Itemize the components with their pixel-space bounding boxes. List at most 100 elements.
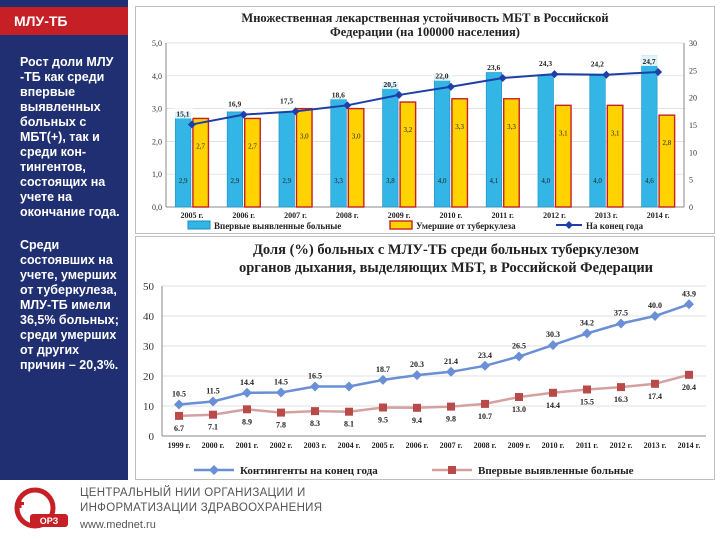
chart1-bar-deaths-label: 3,3 bbox=[455, 123, 464, 131]
chart1-x-tick: 2010 г. bbox=[440, 211, 463, 220]
chart2-y-tick: 20 bbox=[143, 371, 155, 383]
chart1-bar-new-cases-label: 3,8 bbox=[386, 177, 395, 185]
chart1-right-tick: 15 bbox=[689, 121, 697, 130]
chart-mdr-share-svg: Доля (%) больных с МЛУ-ТБ среди больных … bbox=[143, 242, 706, 477]
chart2-point-label: 20.4 bbox=[682, 383, 696, 392]
chart1-legend-deaths: Умершие от туберкулеза bbox=[416, 221, 516, 231]
chart2-legend-new-cases: Впервые выявленные больные bbox=[478, 465, 634, 477]
chart2-point-label: 9.5 bbox=[378, 416, 388, 425]
chart2-point-label: 17.4 bbox=[648, 392, 662, 401]
chart1-legend-swatch-deaths bbox=[389, 220, 413, 230]
chart2-point-label: 37.5 bbox=[614, 309, 628, 318]
chart1-bar-deaths-label: 2,7 bbox=[248, 142, 257, 150]
chart1-bar-new-cases bbox=[175, 111, 192, 208]
logo-badge bbox=[30, 514, 68, 527]
chart2-point-contingents bbox=[412, 370, 422, 381]
chart2-point-contingents bbox=[684, 299, 694, 310]
chart1-bar-new-cases bbox=[330, 98, 347, 208]
chart1-line-year-end bbox=[191, 70, 659, 126]
chart2-x-tick: 2001 г. bbox=[236, 441, 259, 450]
logo-text: ОРЗ bbox=[40, 516, 59, 526]
chart1-bar-deaths bbox=[295, 107, 313, 208]
chart1-legend-marker-year-end bbox=[565, 221, 573, 229]
chart1-right-tick: 0 bbox=[689, 203, 693, 212]
chart2-point-label: 16.3 bbox=[614, 395, 628, 404]
chart1-x-tick: 2012 г. bbox=[543, 211, 566, 220]
chart2-point-new-cases bbox=[685, 370, 693, 379]
chart2-point-label: 43.9 bbox=[682, 289, 696, 298]
chart1-bar-new-cases-label: 2,9 bbox=[231, 177, 240, 185]
chart2-point-label: 6.7 bbox=[174, 424, 184, 433]
chart1-bar-new-cases bbox=[589, 75, 606, 208]
chart1-line-label-bg bbox=[380, 78, 401, 89]
chart2-x-tick: 2004 г. bbox=[338, 441, 361, 450]
org-name-line-2: ИНФОРМАТИЗАЦИИ ЗДРАВООХРАНЕНИЯ bbox=[80, 502, 323, 514]
chart1-bar-new-cases-label: 3,3 bbox=[334, 177, 343, 185]
chart2-point-label: 40.0 bbox=[648, 301, 662, 310]
chart1-line-label: 18,6 bbox=[332, 90, 345, 99]
chart1-bar-deaths bbox=[347, 107, 365, 208]
chart2-point-label: 7.8 bbox=[276, 421, 286, 430]
chart-mdr-rate: Множественная лекарственная устойчивость… bbox=[135, 6, 715, 234]
chart2-point-label: 26.5 bbox=[512, 342, 526, 351]
chart-mdr-rate-svg: Множественная лекарственная устойчивость… bbox=[152, 11, 697, 231]
logo-cross-v bbox=[18, 499, 22, 508]
chart2-point-new-cases bbox=[379, 403, 387, 412]
chart2-y-tick: 10 bbox=[143, 401, 155, 413]
org-website-link[interactable]: www.mednet.ru bbox=[80, 519, 156, 531]
chart2-point-new-cases bbox=[277, 408, 285, 417]
chart1-bar-deaths bbox=[554, 104, 572, 208]
chart2-line-contingents bbox=[178, 303, 690, 406]
chart2-point-label: 21.4 bbox=[444, 357, 458, 366]
chart2-point-label: 11.5 bbox=[206, 387, 220, 396]
sidebar-text-deaths: Среди состоявших на учете, умерших от ту… bbox=[20, 238, 119, 372]
chart2-x-tick: 2006 г. bbox=[406, 441, 429, 450]
chart1-bar-deaths bbox=[451, 98, 469, 208]
chart1-bar-deaths-label: 2,7 bbox=[196, 142, 205, 150]
chart1-legend-swatch-new-cases bbox=[187, 220, 211, 230]
chart1-bar-new-cases bbox=[226, 111, 244, 208]
chart2-point-label: 20.3 bbox=[410, 360, 424, 369]
chart-mdr-share: Доля (%) больных с МЛУ-ТБ среди больных … bbox=[135, 236, 715, 480]
chart2-point-contingents bbox=[446, 366, 456, 377]
chart1-line-point bbox=[654, 67, 663, 76]
chart2-point-label: 14.4 bbox=[240, 378, 254, 387]
chart1-bar-new-cases-label: 4,0 bbox=[541, 177, 550, 185]
chart1-bar-deaths bbox=[399, 101, 417, 208]
org-logo: ОРЗ bbox=[14, 487, 68, 529]
chart2-y-tick: 0 bbox=[149, 431, 155, 443]
chart2-point-contingents bbox=[344, 381, 354, 392]
chart1-bar-new-cases-label: 4,6 bbox=[645, 177, 654, 185]
chart1-x-tick: 2006 г. bbox=[232, 211, 255, 220]
chart2-title-line-2: органов дыхания, выделяющих МБТ, в Росси… bbox=[239, 260, 653, 276]
chart1-x-tick: 2009 г. bbox=[388, 211, 411, 220]
chart2-y-tick: 30 bbox=[143, 341, 155, 353]
chart1-line-label-bg bbox=[224, 98, 245, 109]
chart1-line-label: 15,1 bbox=[176, 109, 189, 118]
chart1-bar-new-cases-label: 4,0 bbox=[593, 177, 602, 185]
chart2-point-contingents bbox=[548, 340, 558, 351]
chart1-line-label: 24,2 bbox=[591, 60, 604, 69]
chart1-line-label: 23,6 bbox=[487, 63, 500, 72]
chart2-point-new-cases bbox=[311, 407, 319, 416]
chart1-bar-deaths bbox=[192, 117, 210, 208]
chart2-point-label: 23.4 bbox=[478, 351, 492, 360]
chart2-point-label: 8.9 bbox=[242, 417, 252, 426]
chart2-point-label: 16.5 bbox=[308, 372, 322, 381]
chart1-bar-new-cases-label: 4,0 bbox=[438, 177, 447, 185]
chart2-point-contingents bbox=[276, 387, 286, 398]
chart1-line-point bbox=[343, 101, 352, 110]
chart1-line-label-bg bbox=[483, 61, 504, 72]
chart1-right-tick: 10 bbox=[689, 148, 697, 157]
chart2-line-new-cases bbox=[178, 373, 690, 418]
chart2-point-label: 10.5 bbox=[172, 390, 186, 399]
chart2-point-label: 10.7 bbox=[478, 412, 492, 421]
chart1-line-point bbox=[498, 73, 507, 82]
chart2-point-label: 8.1 bbox=[344, 420, 354, 429]
chart1-left-tick: 4,0 bbox=[152, 72, 162, 81]
chart2-point-new-cases bbox=[345, 407, 353, 416]
chart1-left-tick: 0,0 bbox=[152, 203, 162, 212]
chart2-x-tick: 2011 г. bbox=[576, 441, 598, 450]
chart1-bar-deaths bbox=[606, 104, 624, 208]
chart1-line-label-bg bbox=[172, 108, 193, 119]
